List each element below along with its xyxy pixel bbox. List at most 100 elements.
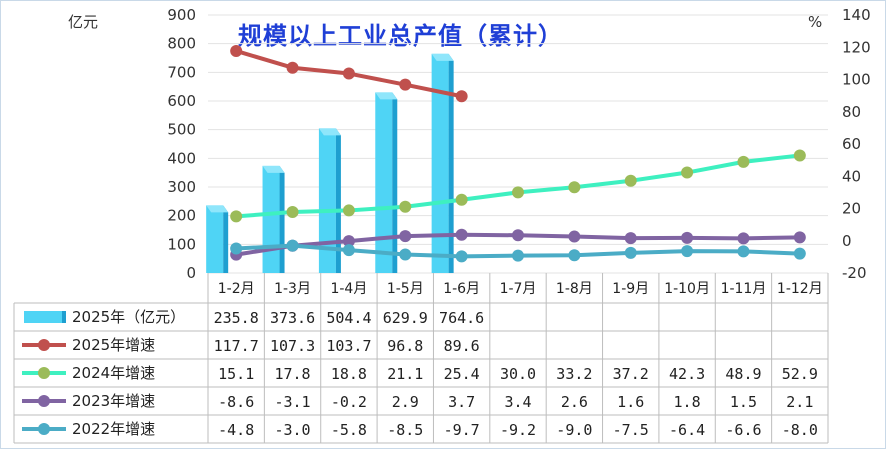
legend-key-marker [38, 395, 50, 407]
table-cell: 3.7 [448, 393, 475, 411]
bar-top [431, 53, 454, 61]
table-cell: 107.3 [270, 337, 315, 355]
series-point [568, 249, 581, 262]
legend-label: 2025年（亿元） [72, 308, 185, 326]
series-point [512, 249, 524, 262]
y-right-tick-label: 120 [842, 38, 871, 56]
table-cell: 42.3 [669, 365, 705, 383]
bar-top [375, 92, 398, 100]
bar-top [318, 128, 341, 136]
table-cell: -3.1 [274, 393, 310, 411]
table-cell: 48.9 [725, 365, 761, 383]
x-tick-label: 1-8月 [556, 281, 593, 297]
y-right-tick-label: 40 [842, 167, 861, 185]
series-point [681, 231, 694, 244]
y-right-tick-label: -20 [842, 264, 867, 282]
series-point [455, 228, 468, 241]
bar [206, 205, 229, 273]
x-tick-label: 1-4月 [330, 281, 367, 297]
bar-front [262, 165, 280, 273]
series-point [624, 246, 637, 259]
table-cell: 25.4 [444, 365, 480, 383]
legend-label: 2023年增速 [72, 392, 155, 410]
table-cell: -8.0 [782, 421, 818, 439]
x-tick-label: 1-11月 [721, 281, 767, 297]
table-cell: 1.8 [674, 393, 701, 411]
series-point [568, 181, 581, 194]
series-point [342, 244, 355, 257]
table-cell: -6.4 [669, 421, 705, 439]
x-tick-label: 1-10月 [664, 281, 710, 297]
bar-front [206, 205, 224, 273]
series-point [455, 250, 468, 263]
y-left-tick-label: 300 [167, 178, 196, 196]
legend-key-marker [38, 339, 50, 351]
y-right-tick-label: 140 [842, 6, 871, 24]
x-tick-label: 1-2月 [218, 281, 255, 297]
y-right-tick-label: 100 [842, 71, 871, 89]
legend-label: 2024年增速 [72, 364, 155, 382]
table-cell: 3.4 [504, 393, 531, 411]
bar-top [262, 165, 285, 173]
table-cell: -8.5 [387, 421, 423, 439]
series-point [624, 174, 637, 187]
table-cell: 504.4 [326, 309, 371, 327]
table-cell: 15.1 [218, 365, 254, 383]
y-right-axis-label: % [808, 13, 822, 31]
table-cell: 373.6 [270, 309, 315, 327]
bar-front [431, 53, 449, 273]
y-left-tick-label: 700 [167, 63, 196, 81]
series-point [624, 232, 637, 245]
legend-key-side [62, 311, 66, 323]
series-point [681, 166, 694, 179]
bar-front [318, 128, 336, 273]
legend-key [24, 311, 66, 323]
legend-key-marker [38, 423, 50, 435]
table-cell: 764.6 [439, 309, 484, 327]
table-cell: 37.2 [613, 365, 649, 383]
series-point [399, 78, 412, 91]
table-cell: 21.1 [387, 365, 423, 383]
table-cell: 18.8 [331, 365, 367, 383]
series-point [230, 242, 243, 255]
table-cell: 1.5 [730, 393, 757, 411]
series-point [399, 230, 412, 243]
bar [375, 92, 398, 273]
table-cell: 117.7 [214, 337, 259, 355]
series-point [286, 239, 299, 252]
series-point [512, 186, 524, 199]
table-cell: -8.6 [218, 393, 254, 411]
table-cell: 235.8 [214, 309, 259, 327]
bar [262, 165, 285, 273]
y-right-tick-label: 80 [842, 103, 861, 121]
legend-key-marker [38, 367, 50, 379]
series-point [455, 90, 468, 103]
legend-label: 2022年增速 [72, 420, 155, 438]
line-series [230, 44, 806, 263]
y-left-tick-label: 800 [167, 35, 196, 53]
table-cell: 2.9 [392, 393, 419, 411]
table-cell: 17.8 [274, 365, 310, 383]
data-table: 1-2月 1-3月 1-4月 1-5月 1-6月 1-7月 1-8月 1-9月 1-10月 1-1… [13, 273, 829, 444]
x-tick-label: 1-3月 [274, 281, 311, 297]
table-cell: 30.0 [500, 365, 536, 383]
series-point [230, 210, 243, 223]
legend-label: 2025年增速 [72, 336, 155, 354]
table-cell: 2.6 [561, 393, 588, 411]
series-point [399, 248, 412, 261]
y-left-tick-label: 600 [167, 92, 196, 110]
series-point [681, 245, 694, 258]
series-point [342, 67, 355, 80]
y-right-tick-label: 0 [842, 232, 852, 250]
series-point [512, 229, 524, 242]
series-point [455, 193, 468, 206]
table-cell: -9.7 [444, 421, 480, 439]
gridlines [208, 14, 828, 274]
y-left-ticks: 0 100 200 300 400 500 600 700 800 900 [167, 6, 196, 282]
y-left-tick-label: 200 [167, 207, 196, 225]
bar-side [335, 128, 341, 273]
x-tick-label: 1-12月 [777, 281, 823, 297]
table-cell: 629.9 [383, 309, 428, 327]
y-left-tick-label: 500 [167, 121, 196, 139]
table-cell: -6.6 [725, 421, 761, 439]
